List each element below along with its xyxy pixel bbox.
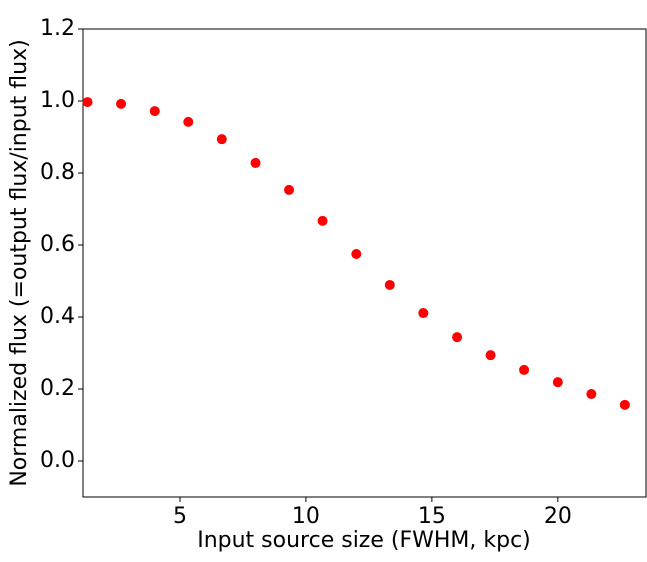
x-tick-label: 20 — [544, 504, 572, 529]
y-tick-label: 1.2 — [40, 16, 75, 41]
point — [82, 97, 93, 108]
point — [183, 116, 194, 127]
point — [284, 184, 295, 195]
point — [216, 134, 227, 145]
point — [418, 308, 429, 319]
plot-frame — [82, 28, 647, 498]
y-tick-label: 0.8 — [40, 160, 75, 185]
point — [384, 279, 395, 290]
point — [250, 157, 261, 168]
x-tick-label: 15 — [418, 504, 446, 529]
x-tick-label: 5 — [173, 504, 187, 529]
x-tick-label: 10 — [292, 504, 320, 529]
point — [485, 350, 496, 361]
point — [351, 249, 362, 259]
point — [452, 332, 463, 343]
point — [619, 399, 630, 410]
y-tick-label: 0.0 — [40, 448, 75, 473]
y-tick-label: 1.0 — [40, 88, 75, 113]
y-tick-label: 0.4 — [40, 304, 75, 329]
point — [149, 106, 160, 117]
point — [586, 389, 597, 400]
y-tick-label: 0.2 — [40, 376, 75, 401]
point — [519, 364, 530, 375]
point — [552, 377, 563, 388]
x-axis-label: Input source size (FWHM, kpc) — [197, 528, 531, 553]
point — [116, 98, 127, 109]
y-tick-label: 0.6 — [40, 232, 75, 257]
y-axis-label: Normalized flux (=output flux/input flux… — [7, 39, 32, 486]
point — [317, 215, 328, 226]
